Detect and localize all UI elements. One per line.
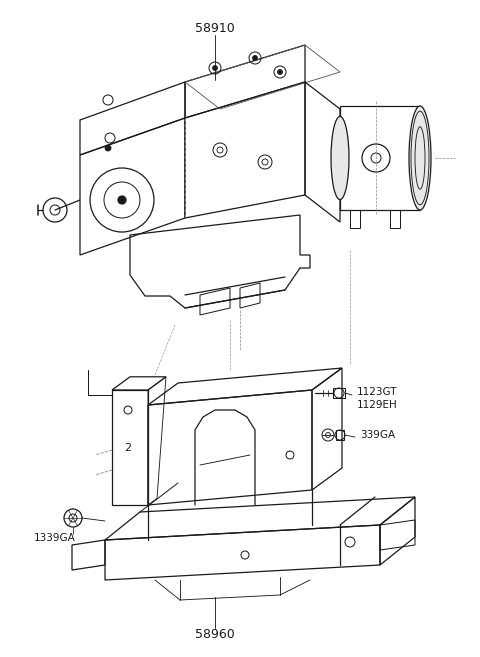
Ellipse shape xyxy=(331,116,349,200)
Circle shape xyxy=(252,55,257,60)
Text: 1123GT: 1123GT xyxy=(357,387,397,397)
Text: 1129EH: 1129EH xyxy=(357,400,398,410)
Circle shape xyxy=(118,196,126,204)
Ellipse shape xyxy=(409,106,431,210)
Text: 1339GA: 1339GA xyxy=(34,533,76,543)
Circle shape xyxy=(213,66,217,70)
Text: 2: 2 xyxy=(124,443,132,453)
Circle shape xyxy=(105,145,111,151)
Circle shape xyxy=(277,70,283,74)
Text: 58960: 58960 xyxy=(195,629,235,641)
Text: 58910: 58910 xyxy=(195,22,235,35)
Text: 339GA: 339GA xyxy=(360,430,395,440)
